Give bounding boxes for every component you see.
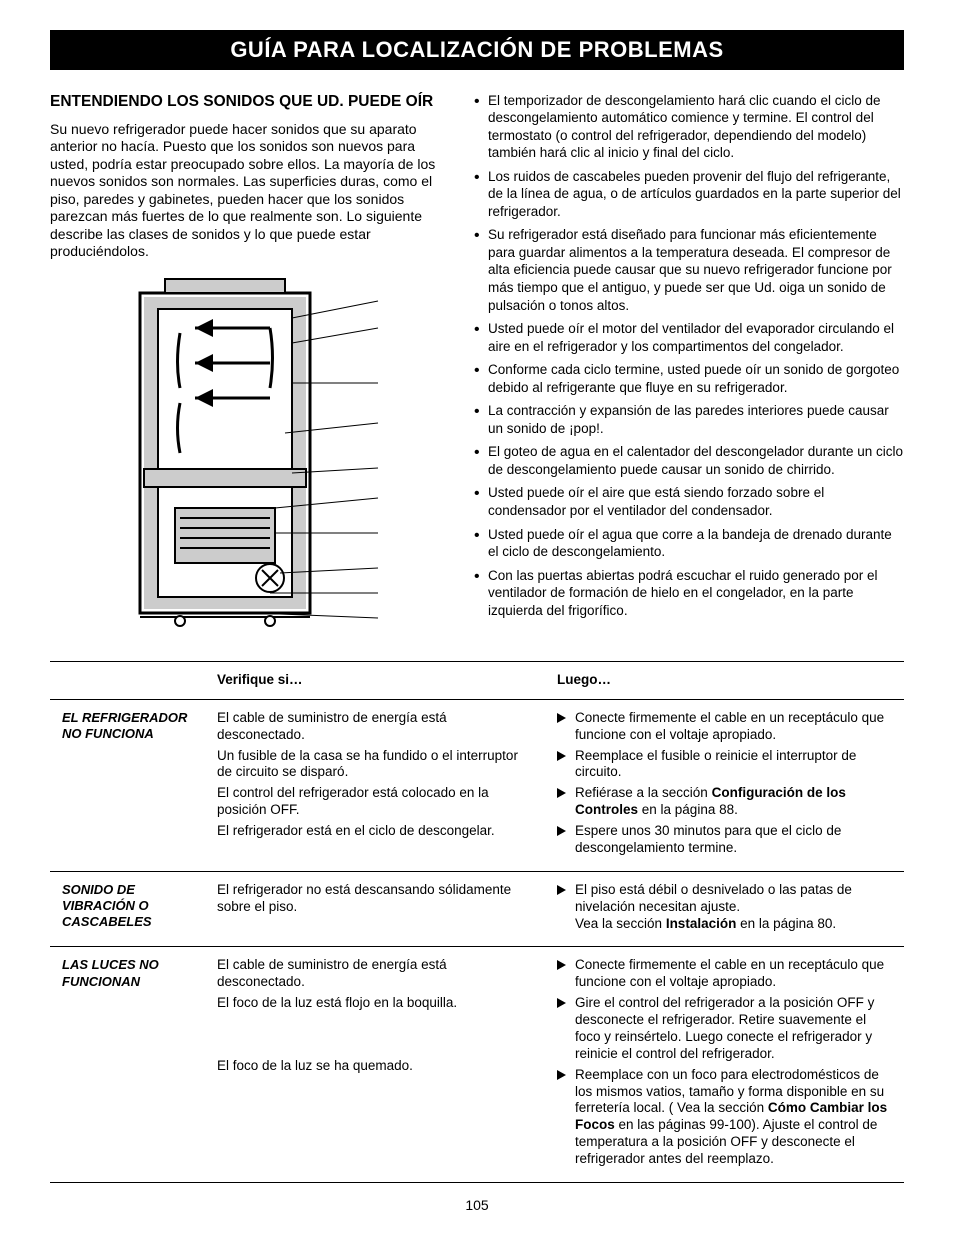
content-columns: ENTENDIENDO LOS SONIDOS QUE UD. PUEDE OÍ… [50,92,904,633]
sound-bullet: Conforme cada ciclo termine, usted puede… [474,361,904,396]
check-cell: El cable de suministro de energía está d… [205,947,545,1183]
solution-item: Reemplace el fusible o reinicie el inter… [557,748,892,782]
check-item [217,1016,533,1033]
solution-cell: Conecte firmemente el cable en un recept… [545,699,904,871]
triangle-icon [557,826,566,836]
sound-bullet: El temporizador de descongelamiento hará… [474,92,904,162]
check-item: El refrigerador no está descansando sóli… [217,882,533,916]
solution-item: Conecte firmemente el cable en un recept… [557,957,892,991]
solution-text: Reemplace con un foco para electrodomést… [575,1067,887,1166]
solution-cell: El piso está débil o desnivelado o las p… [545,871,904,947]
solution-item: Reemplace con un foco para electrodomést… [557,1067,892,1168]
table-row: SONIDO DE VIBRACIÓN O CASCABELES El refri… [50,871,904,947]
problem-cell: LAS LUCES NO FUNCIONAN [50,947,205,1183]
triangle-icon [557,713,566,723]
table-row: EL REFRIGERADOR NO FUNCIONA El cable de s… [50,699,904,871]
triangle-icon [557,788,566,798]
sound-bullet: El goteo de agua en el calentador del de… [474,443,904,478]
problem-label: SONIDO DE VIBRACIÓN O CASCABELES [62,882,193,931]
triangle-icon [557,998,566,1008]
fridge-svg [120,273,380,633]
sound-bullet: Usted puede oír el agua que corre a la b… [474,526,904,561]
solution-item: Refiérase a la sección Configuración de … [557,785,892,819]
check-item: El refrigerador está en el ciclo de desc… [217,823,533,840]
solution-text: El piso está débil o desnivelado o las p… [575,882,852,931]
solution-item: Conecte firmemente el cable en un recept… [557,710,892,744]
troubleshoot-table: Verifique si… Luego… EL REFRIGERADOR NO … [50,661,904,1183]
sound-bullet: La contracción y expansión de las parede… [474,402,904,437]
solution-text: Espere unos 30 minutos para que el ciclo… [575,823,841,855]
solution-text: Gire el control del refrigerador a la po… [575,995,874,1061]
check-cell: El refrigerador no está descansando sóli… [205,871,545,947]
sound-bullets: El temporizador de descongelamiento hará… [474,92,904,620]
triangle-icon [557,960,566,970]
solution-text: Conecte firmemente el cable en un recept… [575,710,884,742]
triangle-icon [557,1070,566,1080]
refrigerator-diagram [50,273,450,633]
intro-paragraph: Su nuevo refrigerador puede hacer sonido… [50,121,450,261]
sound-bullet: Usted puede oír el aire que está siendo … [474,484,904,519]
check-item: El control del refrigerador está colocad… [217,785,533,819]
check-item: El cable de suministro de energía está d… [217,957,533,991]
right-column: El temporizador de descongelamiento hará… [474,92,904,633]
page-number: 105 [50,1197,904,1215]
check-item: El foco de la luz está flojo en la boqui… [217,995,533,1012]
sound-bullet: Los ruidos de cascabeles pueden provenir… [474,168,904,221]
solution-text: Refiérase a la sección Configuración de … [575,785,846,817]
problem-cell: SONIDO DE VIBRACIÓN O CASCABELES [50,871,205,947]
problem-label: LAS LUCES NO FUNCIONAN [62,957,193,990]
triangle-icon [557,751,566,761]
check-cell: El cable de suministro de energía está d… [205,699,545,871]
section-heading: ENTENDIENDO LOS SONIDOS QUE UD. PUEDE OÍ… [50,92,450,111]
check-item [217,1037,533,1054]
bold-text: Configuración de los Controles [575,785,846,817]
sound-bullet: Con las puertas abiertas podrá escuchar … [474,567,904,620]
sound-bullet: Usted puede oír el motor del ventilador … [474,320,904,355]
left-column: ENTENDIENDO LOS SONIDOS QUE UD. PUEDE OÍ… [50,92,450,633]
table-row: LAS LUCES NO FUNCIONAN El cable de sumini… [50,947,904,1183]
check-item: Un fusible de la casa se ha fundido o el… [217,748,533,782]
problem-cell: EL REFRIGERADOR NO FUNCIONA [50,699,205,871]
solution-item: Gire el control del refrigerador a la po… [557,995,892,1063]
th-problem [50,661,205,699]
sound-bullet: Su refrigerador está diseñado para funci… [474,226,904,314]
solution-item: El piso está débil o desnivelado o las p… [557,882,892,933]
problem-label: EL REFRIGERADOR NO FUNCIONA [62,710,193,743]
solution-text: Conecte firmemente el cable en un recept… [575,957,884,989]
page-title-bar: GUÍA PARA LOCALIZACIÓN DE PROBLEMAS [50,30,904,70]
solution-item: Espere unos 30 minutos para que el ciclo… [557,823,892,857]
th-check: Verifique si… [205,661,545,699]
check-item: El cable de suministro de energía está d… [217,710,533,744]
solution-text: Reemplace el fusible o reinicie el inter… [575,748,856,780]
triangle-icon [557,885,566,895]
solution-cell: Conecte firmemente el cable en un recept… [545,947,904,1183]
check-item: El foco de la luz se ha quemado. [217,1058,533,1075]
th-then: Luego… [545,661,904,699]
bold-text: Instalación [666,916,737,931]
bold-text: Cómo Cambiar los Focos [575,1100,887,1132]
